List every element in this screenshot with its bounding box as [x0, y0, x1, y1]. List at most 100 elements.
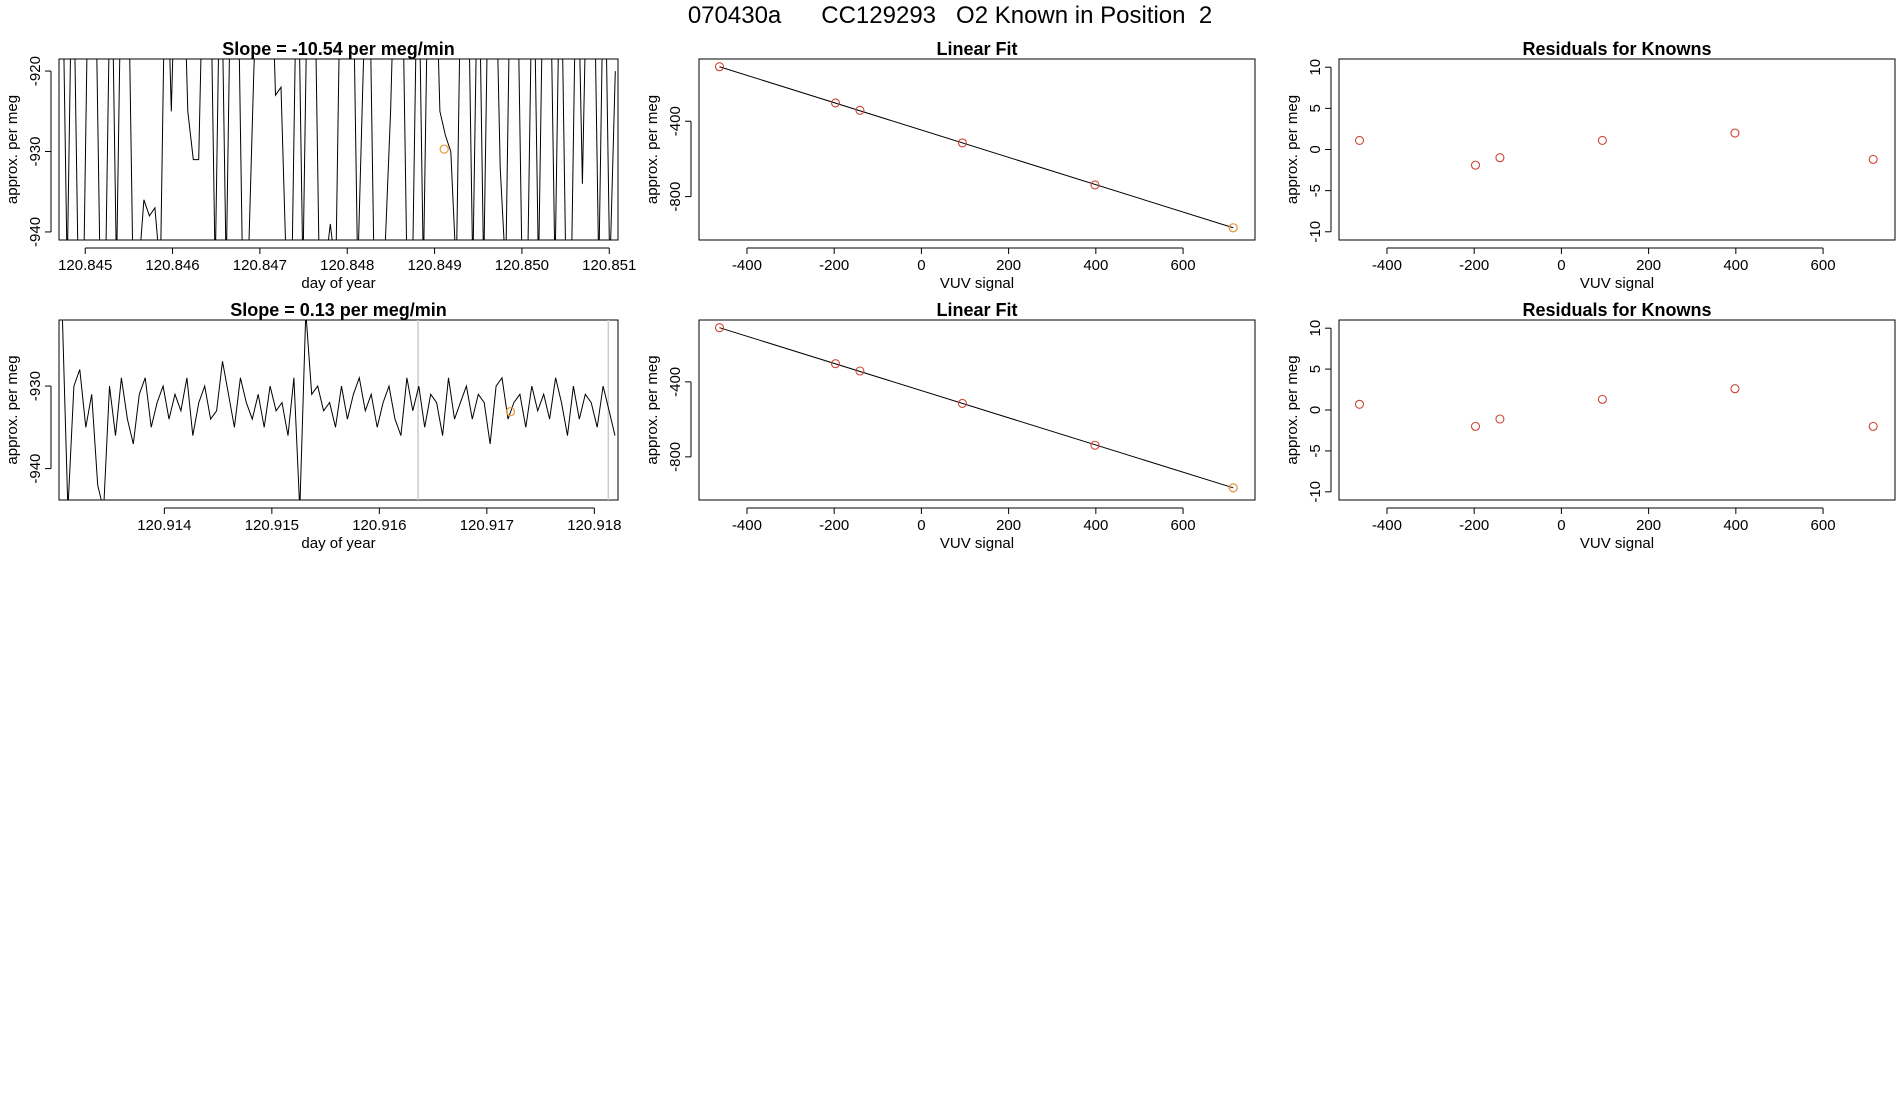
- x-tick-label: 120.846: [145, 257, 199, 274]
- data-point: [1354, 399, 1365, 409]
- x-axis-label: day of year: [301, 535, 375, 552]
- x-tick-label: -400: [732, 257, 762, 274]
- y-axis-label: approx. per meg: [644, 355, 661, 464]
- data-point: [714, 62, 725, 72]
- x-tick-label: 0: [1557, 517, 1565, 534]
- plot-area: [714, 62, 1238, 233]
- y-axis-label: approx. per meg: [644, 95, 661, 204]
- x-tick-label: 400: [1083, 517, 1108, 534]
- x-tick-label: 120.918: [567, 517, 621, 534]
- chart-title: Linear Fit: [936, 39, 1017, 59]
- x-tick-label: 200: [1636, 257, 1661, 274]
- data-point: [957, 398, 967, 408]
- y-tick-label: -800: [667, 442, 684, 472]
- data-point: [1597, 135, 1607, 145]
- plot-frame: [58, 319, 619, 501]
- data-point: [1090, 180, 1100, 190]
- plot-frame: [698, 319, 1256, 501]
- plot-area: [1354, 384, 1878, 431]
- x-axis-label: VUV signal: [1580, 535, 1654, 552]
- x-tick-label: 400: [1083, 257, 1108, 274]
- highlight-point: [505, 407, 516, 417]
- x-tick-label: 600: [1811, 517, 1836, 534]
- data-point: [1730, 128, 1740, 138]
- data-point: [1495, 153, 1505, 163]
- plot-area: [714, 323, 1238, 493]
- data-point: [855, 366, 865, 376]
- data-point: [1597, 394, 1607, 404]
- data-point: [714, 323, 725, 333]
- y-tick-label: -940: [27, 454, 44, 484]
- x-tick-label: -200: [819, 257, 849, 274]
- panel-fit-bottom: Linear Fit -400 -200 0 200 400 600 VUV signal -8…: [644, 300, 1256, 552]
- x-tick-label: -200: [819, 517, 849, 534]
- data-point: [1495, 414, 1505, 424]
- x-tick-label: 600: [1171, 517, 1196, 534]
- y-tick-label: -400: [667, 367, 684, 397]
- x-tick-label: 120.916: [352, 517, 406, 534]
- panel-ts-top: Slope = -10.54 per meg/min 120.845 120.846…: [4, 39, 636, 292]
- chart-title: Residuals for Knowns: [1522, 39, 1711, 59]
- plot-area: [61, 320, 616, 500]
- y-tick-label: 5: [1307, 365, 1324, 373]
- y-tick-label: -920: [27, 56, 44, 86]
- x-tick-label: -400: [732, 517, 762, 534]
- x-axis-label: VUV signal: [940, 535, 1014, 552]
- x-tick-label: 120.848: [320, 257, 374, 274]
- y-axis-label: approx. per meg: [4, 355, 21, 464]
- series-line: [61, 320, 616, 500]
- page-title: 070430a CC129293 O2 Known in Position 2: [687, 2, 1213, 29]
- data-point: [830, 359, 841, 369]
- data-point: [1354, 135, 1365, 145]
- y-tick-label: -5: [1307, 444, 1324, 457]
- highlight-point: [1228, 223, 1238, 233]
- x-axis-label: VUV signal: [940, 275, 1014, 292]
- y-axis-label: approx. per meg: [1284, 355, 1301, 464]
- y-tick-label: -10: [1307, 481, 1324, 503]
- highlight-point: [439, 144, 449, 154]
- panel-fit-top: Linear Fit -400 -200 0 200 400 600 VUV signal -8…: [644, 39, 1256, 292]
- y-tick-label: -10: [1307, 221, 1324, 243]
- plot-frame: [1338, 319, 1896, 501]
- x-tick-label: 120.851: [582, 257, 636, 274]
- x-tick-label: -400: [1372, 257, 1402, 274]
- fit-line: [719, 327, 1234, 489]
- chart-title: Residuals for Knowns: [1522, 300, 1711, 320]
- fit-line: [719, 66, 1234, 229]
- x-tick-label: 120.845: [58, 257, 112, 274]
- x-tick-label: 600: [1171, 257, 1196, 274]
- chart-title: Linear Fit: [936, 300, 1017, 320]
- y-tick-label: 5: [1307, 104, 1324, 112]
- x-tick-label: 0: [917, 517, 925, 534]
- x-tick-label: 120.917: [460, 517, 514, 534]
- panel-res-top: Residuals for Knowns -400 -200 0 200 400 600 VU…: [1284, 39, 1896, 292]
- x-tick-label: 200: [996, 257, 1021, 274]
- y-tick-label: -930: [27, 136, 44, 166]
- x-tick-label: 120.914: [137, 517, 191, 534]
- data-point: [1470, 160, 1481, 170]
- panel-res-bottom: Residuals for Knowns -400 -200 0 200 400 600 VU…: [1284, 300, 1896, 552]
- y-axis-label: approx. per meg: [1284, 95, 1301, 204]
- y-tick-label: 0: [1307, 145, 1324, 153]
- x-tick-label: 600: [1811, 257, 1836, 274]
- y-tick-label: -800: [667, 182, 684, 212]
- x-tick-label: 0: [917, 257, 925, 274]
- x-tick-label: -200: [1459, 517, 1489, 534]
- plot-frame: [698, 58, 1256, 241]
- x-tick-label: 120.850: [495, 257, 549, 274]
- data-point: [957, 138, 967, 148]
- data-point: [1868, 421, 1878, 431]
- chart-title: Slope = -10.54 per meg/min: [222, 39, 455, 59]
- series-line: [63, 59, 616, 240]
- chart-title: Slope = 0.13 per meg/min: [230, 300, 447, 320]
- x-tick-label: 400: [1723, 257, 1748, 274]
- y-axis-label: approx. per meg: [4, 95, 21, 204]
- x-axis-label: day of year: [301, 275, 375, 292]
- highlight-point: [1228, 483, 1238, 493]
- x-tick-label: 120.849: [407, 257, 461, 274]
- x-axis-label: VUV signal: [1580, 275, 1654, 292]
- plot-area: [63, 59, 616, 240]
- y-tick-label: 10: [1307, 320, 1324, 337]
- data-point: [855, 105, 865, 115]
- data-point: [1090, 440, 1100, 450]
